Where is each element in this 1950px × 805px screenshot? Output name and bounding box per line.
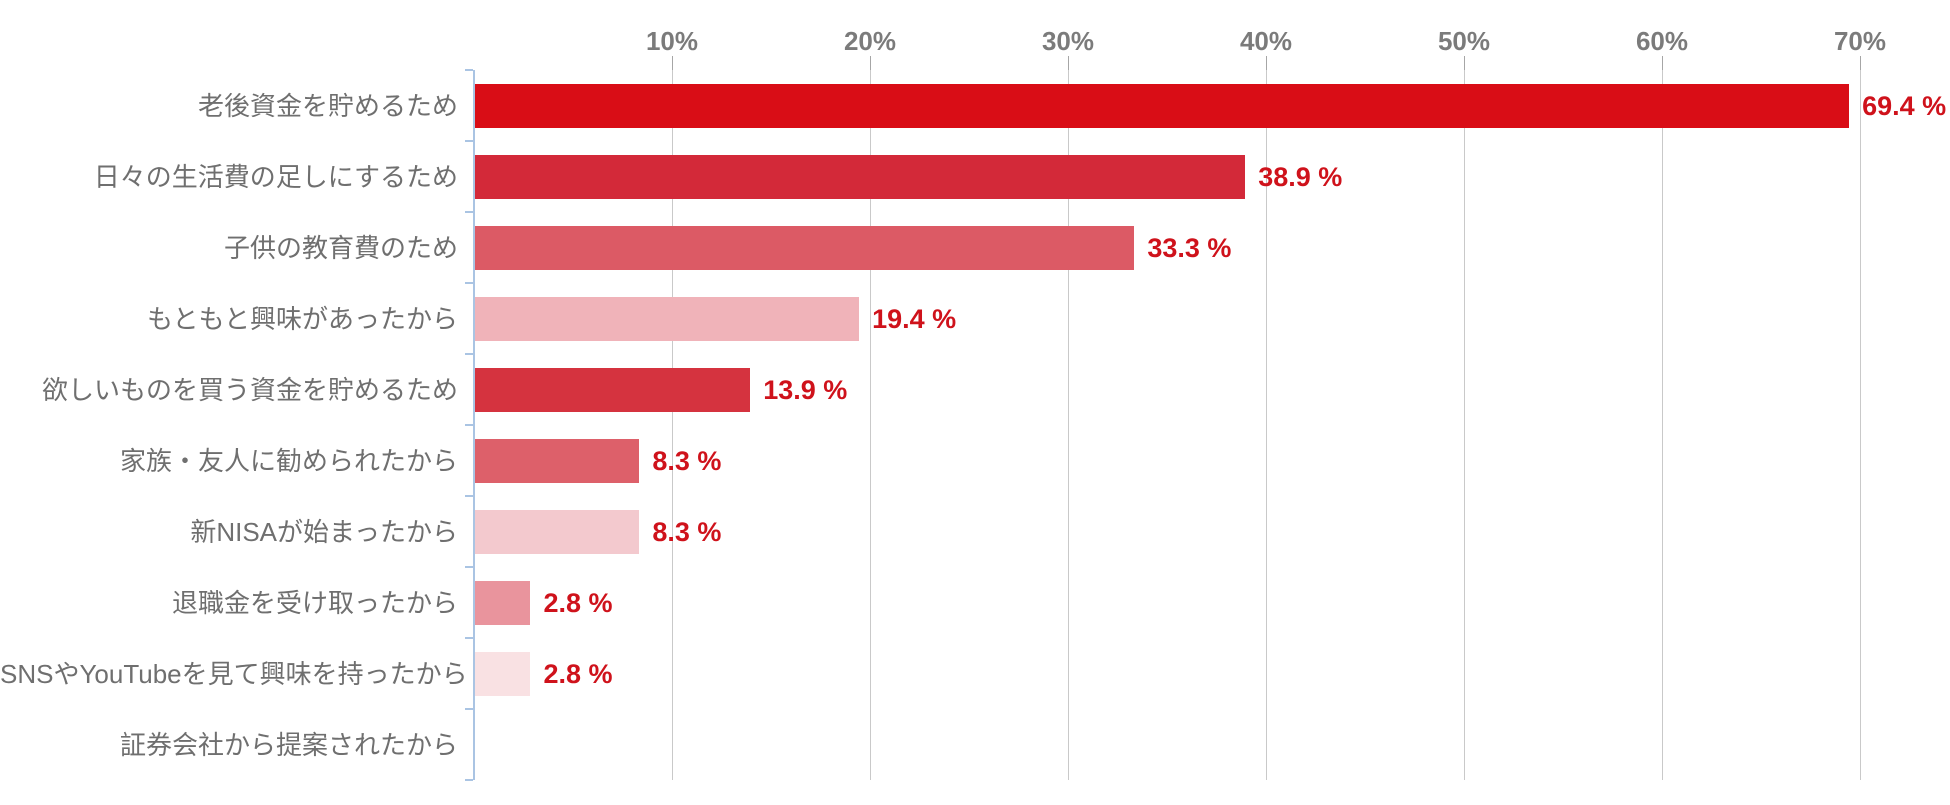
category-label: 日々の生活費の足しにするため — [93, 161, 458, 192]
category-label: 証券会社から提案されたから — [119, 729, 458, 760]
category-label: もともと興味があったから — [147, 303, 458, 334]
y-axis-tick-mark — [465, 566, 473, 568]
x-axis-tick-label: 70% — [1833, 26, 1887, 56]
bar — [475, 225, 1135, 270]
category-label: 老後資金を貯めるため — [197, 90, 458, 121]
value-label: 38.9 % — [1258, 161, 1343, 192]
category-label: 子供の教育費のため — [223, 232, 458, 263]
bar — [475, 154, 1246, 199]
value-label: 2.8 % — [543, 658, 613, 689]
x-axis-tick-label: 20% — [843, 26, 897, 56]
x-axis-tick-mark — [671, 56, 673, 70]
x-axis-tick-mark — [1661, 56, 1663, 70]
gridline — [1265, 70, 1267, 780]
bar — [475, 438, 640, 483]
x-axis-tick-mark — [869, 56, 871, 70]
x-axis-tick-mark — [1265, 56, 1267, 70]
y-axis-line — [473, 70, 475, 780]
value-label: 69.4 % — [1862, 90, 1947, 121]
y-axis-tick-mark — [465, 708, 473, 710]
y-axis-tick-mark — [465, 282, 473, 284]
gridline — [1661, 70, 1663, 780]
x-axis-tick-mark — [1859, 56, 1861, 70]
y-axis-tick-mark — [465, 495, 473, 497]
x-axis-tick-label: 50% — [1437, 26, 1491, 56]
category-label: 家族・友人に勧められたから — [119, 445, 458, 476]
x-axis-tick-mark — [1067, 56, 1069, 70]
y-axis-tick-mark — [465, 140, 473, 142]
y-axis-tick-mark — [465, 211, 473, 213]
gridline — [1859, 70, 1861, 780]
bar — [475, 651, 531, 696]
value-label: 19.4 % — [872, 303, 957, 334]
category-label: 退職金を受け取ったから — [171, 587, 458, 618]
category-label: 欲しいものを買う資金を貯めるため — [41, 374, 458, 405]
y-axis-tick-mark — [465, 424, 473, 426]
x-axis-tick-label: 10% — [645, 26, 699, 56]
bar — [475, 296, 860, 341]
x-axis-tick-label: 60% — [1635, 26, 1689, 56]
value-label: 8.3 % — [652, 445, 722, 476]
category-label: SNSやYouTubeを見て興味を持ったから — [0, 658, 468, 689]
gridline — [671, 70, 673, 780]
y-axis-tick-mark — [465, 779, 473, 781]
bar — [475, 509, 640, 554]
gridline — [1463, 70, 1465, 780]
bar — [475, 367, 751, 412]
x-axis-tick-mark — [1463, 56, 1465, 70]
x-axis-tick-label: 30% — [1041, 26, 1095, 56]
y-axis-tick-mark — [465, 69, 473, 71]
value-label: 33.3 % — [1147, 232, 1232, 263]
x-axis-tick-label: 40% — [1239, 26, 1293, 56]
gridline — [869, 70, 871, 780]
value-label: 8.3 % — [652, 516, 722, 547]
y-axis-tick-mark — [465, 353, 473, 355]
value-label: 2.8 % — [543, 587, 613, 618]
bar — [475, 580, 531, 625]
bar — [475, 83, 1850, 128]
category-label: 新NISAが始まったから — [190, 516, 458, 547]
y-axis-tick-mark — [465, 637, 473, 639]
gridline — [1067, 70, 1069, 780]
value-label: 13.9 % — [763, 374, 848, 405]
